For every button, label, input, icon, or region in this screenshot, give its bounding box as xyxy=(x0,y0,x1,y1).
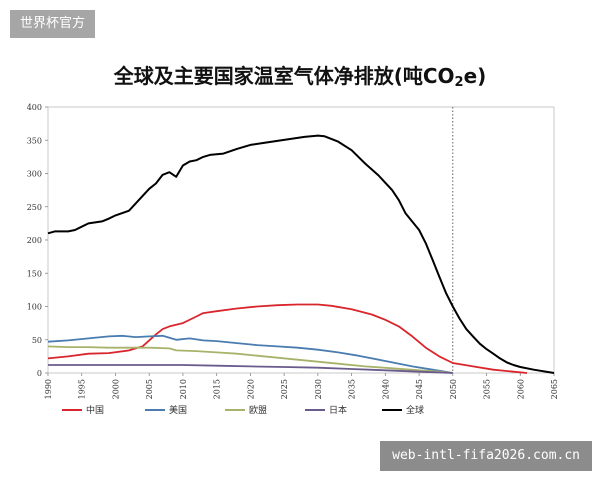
y-tick-label: 100 xyxy=(27,303,42,312)
y-tick-label: 150 xyxy=(27,269,42,278)
x-tick-label: 2000 xyxy=(111,379,120,399)
title-main: 全球及主要国家温室气体净排放(吨CO xyxy=(113,64,455,88)
y-tick-label: 350 xyxy=(27,136,42,145)
series-line xyxy=(47,303,528,374)
legend-label: 全球 xyxy=(406,404,424,416)
title-end: e) xyxy=(463,64,487,88)
legend-label: 美国 xyxy=(169,404,187,416)
x-tick-label: 1995 xyxy=(78,379,87,399)
x-tick-label: 2050 xyxy=(449,379,458,399)
y-tick-label: 200 xyxy=(27,236,42,245)
x-tick-label: 2020 xyxy=(246,379,255,399)
x-tick-label: 2040 xyxy=(381,379,390,399)
x-tick-label: 2030 xyxy=(314,379,323,399)
series-line xyxy=(47,345,453,374)
y-tick-label: 300 xyxy=(27,170,42,179)
legend-label: 日本 xyxy=(329,404,347,416)
y-tick-label: 0 xyxy=(37,369,42,378)
x-tick-label: 2035 xyxy=(348,379,357,399)
x-tick-label: 2010 xyxy=(179,379,188,399)
series-line xyxy=(47,334,453,374)
watermark-top: 世界杯官方 xyxy=(10,10,96,38)
legend-label: 中国 xyxy=(86,404,104,416)
x-tick-label: 2065 xyxy=(550,379,559,399)
x-tick-label: 2045 xyxy=(415,379,424,399)
y-tick-label: 50 xyxy=(32,336,42,345)
y-tick-label: 250 xyxy=(27,203,42,212)
series-line xyxy=(47,134,555,374)
x-tick-label: 1990 xyxy=(44,379,53,399)
legend-label: 欧盟 xyxy=(249,404,267,416)
x-tick-label: 2060 xyxy=(516,379,525,399)
chart-title: 全球及主要国家温室气体净排放(吨CO2e) xyxy=(0,60,600,90)
plot-frame xyxy=(47,106,555,374)
x-tick-label: 2055 xyxy=(483,379,492,399)
title-subscript: 2 xyxy=(454,75,464,90)
watermark-bottom: web-intl-fifa2026.com.cn xyxy=(380,441,592,471)
x-tick-label: 2005 xyxy=(145,379,154,399)
series-line xyxy=(48,364,453,374)
x-tick-label: 2015 xyxy=(213,379,222,399)
x-tick-label: 2025 xyxy=(280,379,289,399)
y-tick-label: 400 xyxy=(27,103,42,112)
